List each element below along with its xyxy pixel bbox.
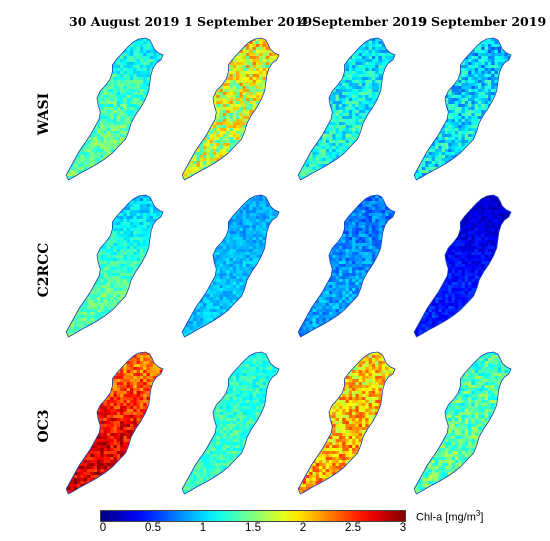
lake-map-c2rcc-1 <box>65 194 164 338</box>
lake-map-oc3-3 <box>297 351 396 495</box>
colorbar-tick-label: 0 <box>99 522 107 534</box>
colorbar-tick-label: 3 <box>399 522 407 534</box>
lake-map-c2rcc-3 <box>297 194 396 338</box>
column-title-4-sep: 4 September 2019 <box>299 14 428 29</box>
column-title-9-sep: 9 September 2019 <box>418 14 547 29</box>
lake-map-wasi-1 <box>65 37 164 181</box>
colorbar-tick-label: 1.5 <box>245 522 261 534</box>
lake-map-grid <box>65 37 512 495</box>
lake-map-c2rcc-4 <box>413 194 512 338</box>
column-title-1-sep: 1 September 2019 <box>184 14 313 29</box>
colorbar-tick-label: 0.5 <box>145 522 161 534</box>
lake-map-wasi-2 <box>181 37 280 181</box>
lake-map-wasi-4 <box>413 37 512 181</box>
colorbar-label: Chl-a [mg/m3] <box>416 509 484 524</box>
colorbar-tick-label: 2.5 <box>345 522 361 534</box>
colorbar-tick-label: 1 <box>199 522 207 534</box>
column-title-30-aug: 30 August 2019 <box>69 14 180 29</box>
lake-map-oc3-2 <box>181 351 280 495</box>
lake-map-oc3-1 <box>65 351 164 495</box>
lake-map-c2rcc-2 <box>181 194 280 338</box>
lake-map-wasi-3 <box>297 37 396 181</box>
colorbar-tick-label: 2 <box>299 522 307 534</box>
colorbar <box>100 510 406 522</box>
lake-map-oc3-4 <box>413 351 512 495</box>
